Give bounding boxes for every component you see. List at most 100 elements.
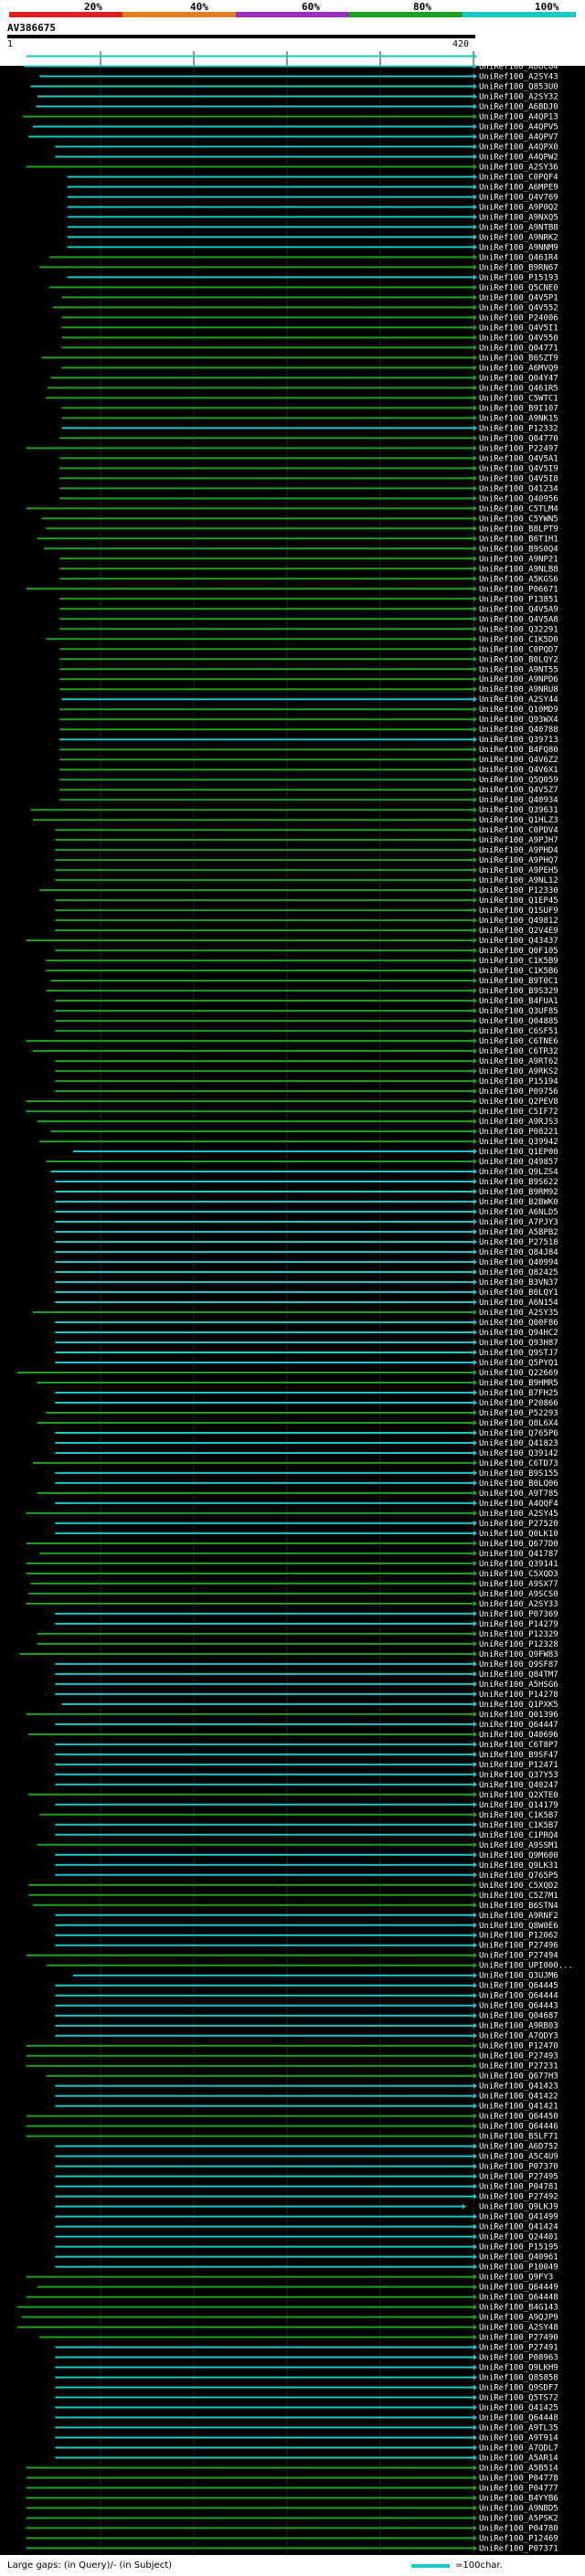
hit-label[interactable]: UniRef100_Q5TS72 <box>479 2394 558 2403</box>
hit-label[interactable]: UniRef100_Q10MD9 <box>479 705 558 715</box>
hit-label[interactable]: UniRef100_P27493 <box>479 2052 558 2062</box>
hit-label[interactable]: UniRef100_Q4V5A1 <box>479 454 558 463</box>
hit-label[interactable]: UniRef100_B9S329 <box>479 987 558 996</box>
hit-label[interactable]: UniRef100_C5XQD3 <box>479 1570 558 1579</box>
hit-label[interactable]: UniRef100_A2SY48 <box>479 2324 558 2333</box>
hit-label[interactable]: UniRef100_P07370 <box>479 2163 558 2172</box>
hit-label[interactable]: UniRef100_A9PHD4 <box>479 846 558 855</box>
hit-label[interactable]: UniRef100_Q64450 <box>479 2113 558 2122</box>
hit-label[interactable]: UniRef100_Q2XTE0 <box>479 1791 558 1800</box>
hit-label[interactable]: UniRef100_Q84J84 <box>479 1248 558 1257</box>
hit-label[interactable]: UniRef100_C1PRQ4 <box>479 1831 558 1840</box>
hit-label[interactable]: UniRef100_Q41425 <box>479 2404 558 2413</box>
hit-label[interactable]: UniRef100_P07371 <box>479 2545 558 2553</box>
hit-label[interactable]: UniRef100_Q4V5I9 <box>479 464 558 473</box>
hit-label[interactable]: UniRef100_A9NL12 <box>479 876 558 885</box>
hit-label[interactable]: UniRef100_A5C4U9 <box>479 2153 558 2162</box>
hit-label[interactable]: UniRef100_Q93WX4 <box>479 716 558 725</box>
hit-label[interactable]: UniRef100_Q41823 <box>479 1439 558 1448</box>
hit-label[interactable]: UniRef100_A9RJS3 <box>479 1118 558 1127</box>
hit-label[interactable]: UniRef100_B9HMR5 <box>479 1379 558 1388</box>
hit-label[interactable]: UniRef100_C1K5B7 <box>479 1821 558 1830</box>
hit-label[interactable]: UniRef100_Q9LKJ9 <box>479 2203 558 2212</box>
hit-label[interactable]: UniRef100_A6MVQ9 <box>479 364 558 373</box>
hit-label[interactable]: UniRef100_P27518 <box>479 1238 558 1247</box>
hit-label[interactable]: UniRef100_UPI000... <box>479 1962 573 1971</box>
hit-label[interactable]: UniRef100_P04778 <box>479 2475 558 2484</box>
hit-label[interactable]: UniRef100_Q9LK31 <box>479 1861 558 1871</box>
hit-label[interactable]: UniRef100_B8LPT9 <box>479 525 558 534</box>
hit-label[interactable]: UniRef100_A4QPV5 <box>479 122 558 132</box>
hit-label[interactable]: UniRef100_Q64445 <box>479 1982 558 1991</box>
hit-label[interactable]: UniRef100_A9NT55 <box>479 665 558 674</box>
hit-label[interactable]: UniRef100_A2SY45 <box>479 1510 558 1519</box>
hit-label[interactable]: UniRef100_Q41421 <box>479 2103 558 2112</box>
hit-label[interactable]: UniRef100_A4QQF4 <box>479 1500 558 1509</box>
hit-label[interactable]: UniRef100_Q4V5A8 <box>479 615 558 624</box>
hit-label[interactable]: UniRef100_A2SY44 <box>479 695 558 705</box>
hit-label[interactable]: UniRef100_Q40961 <box>479 2253 558 2263</box>
hit-label[interactable]: UniRef100_Q64444 <box>479 1992 558 2001</box>
hit-label[interactable]: UniRef100_P12470 <box>479 2042 558 2051</box>
hit-label[interactable]: UniRef100_B9S155 <box>479 1469 558 1479</box>
hit-label[interactable]: UniRef100_P12328 <box>479 1640 558 1649</box>
hit-label[interactable]: UniRef100_Q37Y53 <box>479 1771 558 1780</box>
hit-label[interactable]: UniRef100_A5HSG6 <box>479 1680 558 1690</box>
hit-label[interactable]: UniRef100_P14279 <box>479 1620 558 1629</box>
hit-label[interactable]: UniRef100_Q461R5 <box>479 384 558 393</box>
hit-label[interactable]: UniRef100_Q01396 <box>479 1711 558 1720</box>
hit-label[interactable]: UniRef100_P09756 <box>479 1087 558 1097</box>
hit-label[interactable]: UniRef100_Q85858 <box>479 2374 558 2383</box>
hit-label[interactable]: UniRef100_Q40934 <box>479 796 558 805</box>
hit-label[interactable]: UniRef100_B6STN4 <box>479 1902 558 1911</box>
hit-label[interactable]: UniRef100_Q41787 <box>479 1550 558 1559</box>
hit-label[interactable]: UniRef100_C1K5B9 <box>479 957 558 966</box>
hit-label[interactable]: UniRef100_Q4V5Z7 <box>479 786 558 795</box>
hit-label[interactable]: UniRef100_Q9FY3 <box>479 2274 553 2283</box>
hit-label[interactable]: UniRef100_Q22669 <box>479 1369 558 1378</box>
hit-label[interactable]: UniRef100_P12471 <box>479 1761 558 1770</box>
hit-label[interactable]: UniRef100_Q14179 <box>479 1801 558 1810</box>
hit-label[interactable]: UniRef100_P27520 <box>479 1520 558 1529</box>
hit-label[interactable]: UniRef100_Q9SDF7 <box>479 2384 558 2393</box>
hit-label[interactable]: UniRef100_A9RT62 <box>479 1057 558 1066</box>
hit-label[interactable]: UniRef100_C1K5B7 <box>479 1811 558 1820</box>
hit-label[interactable]: UniRef100_Q04770 <box>479 434 558 443</box>
hit-label[interactable]: UniRef100_Q3UJM6 <box>479 1972 558 1981</box>
hit-label[interactable]: UniRef100_Q765P5 <box>479 1871 558 1881</box>
hit-label[interactable]: UniRef100_Q4V6X1 <box>479 766 558 775</box>
hit-label[interactable]: UniRef100_Q5CNE0 <box>479 283 558 292</box>
hit-label[interactable]: UniRef100_Q41422 <box>479 2093 558 2102</box>
hit-label[interactable]: UniRef100_Q1EP00 <box>479 1148 558 1157</box>
hit-label[interactable]: UniRef100_Q1HLZ3 <box>479 816 558 825</box>
hit-label[interactable]: UniRef100_P14278 <box>479 1691 558 1700</box>
hit-label[interactable]: UniRef100_B9T0C1 <box>479 977 558 986</box>
hit-label[interactable]: UniRef100_Q9FW83 <box>479 1650 558 1659</box>
hit-label[interactable]: UniRef100_P07369 <box>479 1610 558 1619</box>
hit-label[interactable]: UniRef100_A7QDY3 <box>479 2032 558 2041</box>
hit-label[interactable]: UniRef100_P12469 <box>479 2535 558 2544</box>
hit-label[interactable]: UniRef100_A2SY35 <box>479 1309 558 1318</box>
hit-label[interactable]: UniRef100_C0PQD7 <box>479 645 558 654</box>
hit-label[interactable]: UniRef100_Q2PEV8 <box>479 1097 558 1107</box>
hit-label[interactable]: UniRef100_Q9LKH9 <box>479 2364 558 2373</box>
hit-label[interactable]: UniRef100_A9RB03 <box>479 2022 558 2031</box>
hit-label[interactable]: UniRef100_P27495 <box>479 2173 558 2182</box>
hit-label[interactable]: UniRef100_C5IF72 <box>479 1108 558 1117</box>
hit-label[interactable]: UniRef100_Q1SUF9 <box>479 906 558 916</box>
hit-label[interactable]: UniRef100_C6T8P7 <box>479 1741 558 1750</box>
hit-label[interactable]: UniRef100_P27494 <box>479 1952 558 1961</box>
hit-label[interactable]: UniRef100_Q3UF85 <box>479 1007 558 1016</box>
hit-label[interactable]: UniRef100_P27231 <box>479 2062 558 2072</box>
hit-label[interactable]: UniRef100_C0PDV4 <box>479 826 558 835</box>
hit-label[interactable]: UniRef100_P04777 <box>479 2485 558 2494</box>
hit-label[interactable]: UniRef100_A2SY33 <box>479 1600 558 1609</box>
hit-label[interactable]: UniRef100_Q39142 <box>479 1449 558 1458</box>
hit-label[interactable]: UniRef100_P13851 <box>479 595 558 604</box>
hit-label[interactable]: UniRef100_A9NRU8 <box>479 685 558 694</box>
hit-label[interactable]: UniRef100_Q4V5I1 <box>479 323 558 333</box>
hit-label[interactable]: UniRef100_B4FQ80 <box>479 746 558 755</box>
hit-label[interactable]: UniRef100_Q32291 <box>479 625 558 634</box>
hit-label[interactable]: UniRef100_Q853U0 <box>479 82 558 91</box>
hit-label[interactable]: UniRef100_A5BPB2 <box>479 1228 558 1237</box>
